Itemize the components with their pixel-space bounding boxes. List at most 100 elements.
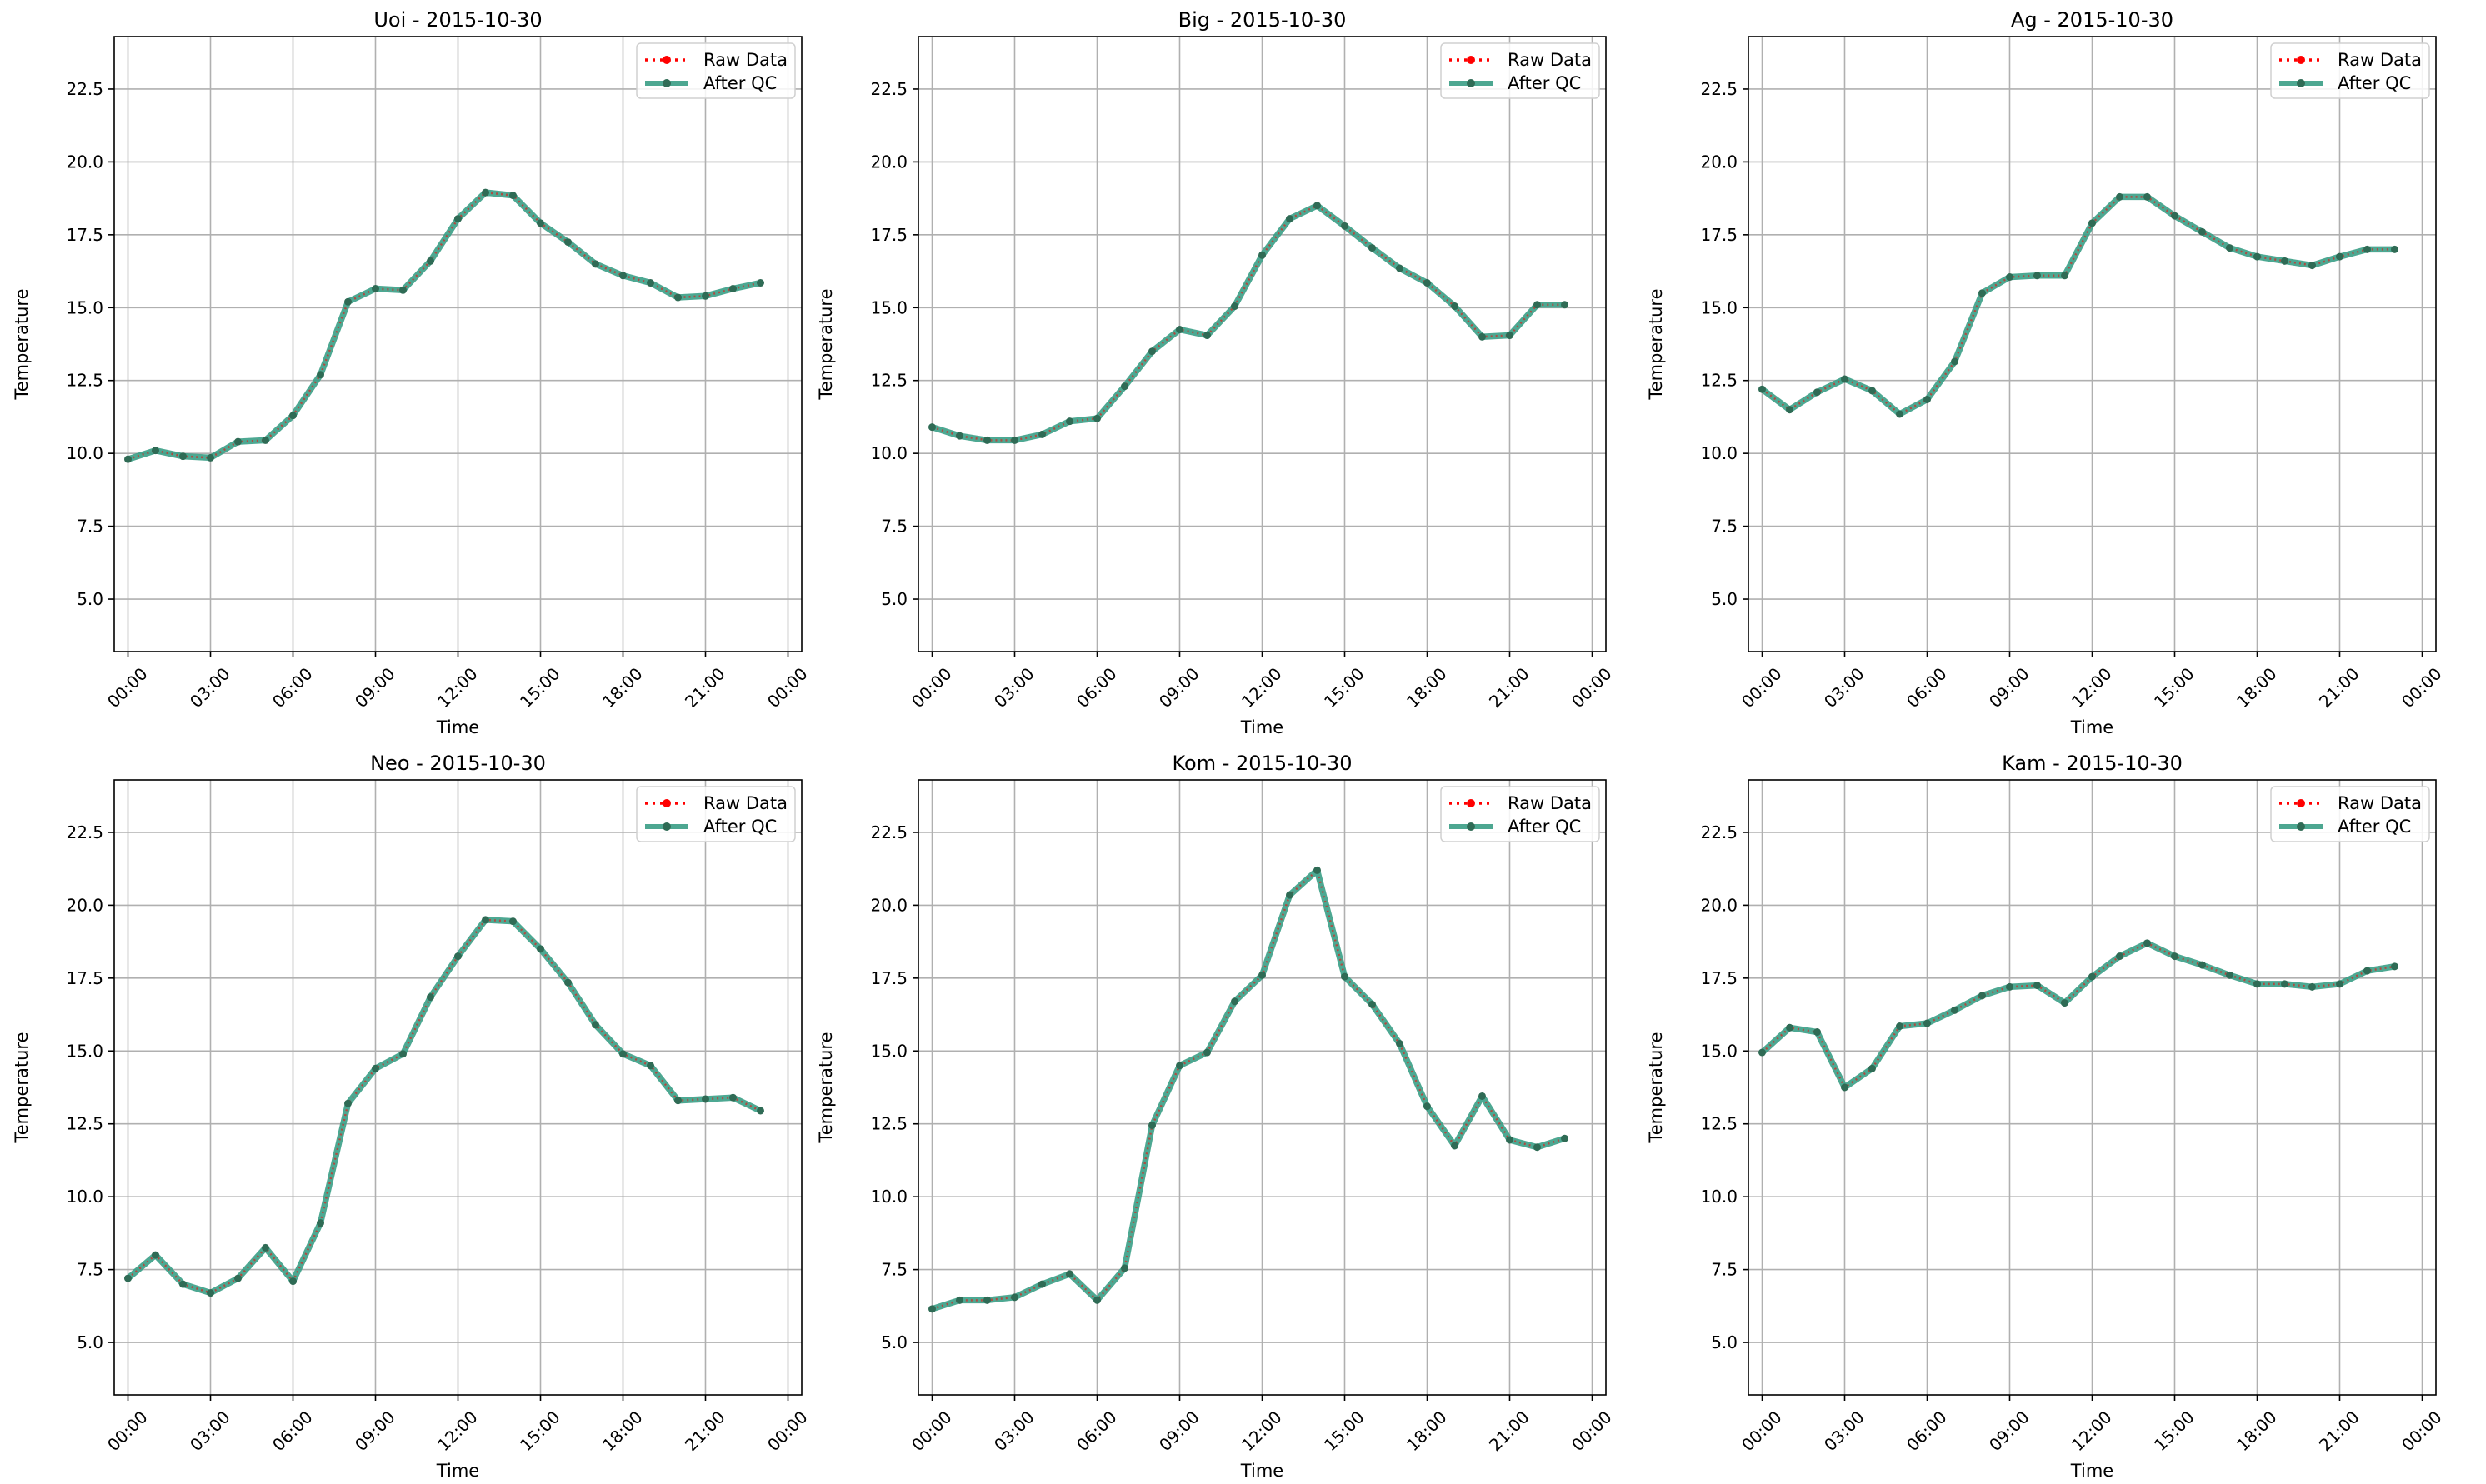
x-tick-label: 12:00 xyxy=(433,663,482,712)
x-tick-label: 06:00 xyxy=(1903,1407,1951,1455)
after-qc-point xyxy=(427,257,434,265)
x-tick-label: 00:00 xyxy=(1568,663,1616,712)
after-qc-point xyxy=(207,1289,214,1297)
after-qc-point xyxy=(956,1296,963,1304)
y-tick-label: 15.0 xyxy=(66,1041,103,1061)
after-qc-point xyxy=(2253,252,2261,261)
x-tick-label: 15:00 xyxy=(516,1407,564,1455)
after-qc-point xyxy=(317,371,324,379)
after-qc-point xyxy=(289,1277,297,1286)
x-tick-label: 06:00 xyxy=(1903,663,1951,712)
after-qc-point xyxy=(647,279,654,287)
x-tick-label: 06:00 xyxy=(1073,1407,1121,1455)
after-qc-point xyxy=(928,423,936,432)
after-qc-point xyxy=(179,452,187,461)
x-tick-label: 00:00 xyxy=(2398,1407,2446,1455)
x-tick-label: 09:00 xyxy=(1155,1407,1203,1455)
after-qc-point xyxy=(1978,992,1986,1000)
y-tick-label: 17.5 xyxy=(66,968,103,988)
after-qc-point xyxy=(1561,301,1568,309)
x-axis-label: Time xyxy=(2070,1461,2113,1481)
y-tick-label: 22.5 xyxy=(1700,79,1738,99)
y-tick-label: 20.0 xyxy=(1700,895,1738,915)
legend-raw-marker xyxy=(2297,799,2305,807)
legend-raw-label: Raw Data xyxy=(2338,793,2422,813)
x-tick-label: 21:00 xyxy=(681,663,729,712)
y-tick-label: 12.5 xyxy=(66,1114,103,1134)
legend: Raw Data After QC xyxy=(2270,42,2430,99)
subplot-3: 00:00 03:00 06:00 09:00 12:00 15:00 18:00 21:00… xyxy=(1646,8,2446,737)
x-tick-label: 00:00 xyxy=(2398,663,2446,712)
x-tick-label: 00:00 xyxy=(1568,1407,1616,1455)
x-tick-label: 09:00 xyxy=(351,663,399,712)
series-raw-line xyxy=(932,868,1565,1311)
after-qc-point xyxy=(2061,999,2068,1007)
after-qc-point xyxy=(2116,192,2123,201)
x-tick-label: 12:00 xyxy=(2068,1407,2116,1455)
y-tick-label: 15.0 xyxy=(870,1041,908,1061)
after-qc-point xyxy=(1423,279,1431,287)
x-tick-label: 15:00 xyxy=(2150,663,2198,712)
after-qc-point xyxy=(1368,244,1376,252)
x-tick-label: 18:00 xyxy=(598,663,647,712)
after-qc-point xyxy=(2226,244,2233,252)
after-qc-point xyxy=(1313,202,1321,210)
after-qc-point xyxy=(1093,414,1101,422)
legend-qc-label: After QC xyxy=(2338,817,2411,837)
after-qc-point xyxy=(1341,972,1348,981)
after-qc-point xyxy=(2006,273,2013,282)
legend-qc-marker xyxy=(1467,79,1475,87)
after-qc-point xyxy=(399,286,407,294)
x-tick-label: 09:00 xyxy=(1155,663,1203,712)
after-qc-point xyxy=(1121,382,1128,391)
after-qc-point xyxy=(619,1050,627,1058)
after-qc-point xyxy=(928,1305,936,1313)
legend-qc-label: After QC xyxy=(703,817,777,837)
after-qc-point xyxy=(702,292,709,300)
legend: Raw Data After QC xyxy=(2270,786,2430,842)
after-qc-point xyxy=(1286,891,1293,899)
after-qc-point xyxy=(647,1062,654,1070)
after-qc-point xyxy=(2253,980,2261,988)
after-qc-point xyxy=(1038,1280,1046,1288)
after-qc-point xyxy=(1066,1270,1073,1278)
legend-qc-marker xyxy=(663,822,671,831)
after-qc-point xyxy=(454,952,462,961)
after-qc-point xyxy=(289,412,297,420)
x-tick-label: 00:00 xyxy=(763,1407,812,1455)
after-qc-point xyxy=(1176,1062,1183,1070)
y-tick-label: 7.5 xyxy=(881,1260,908,1280)
after-qc-point xyxy=(2198,961,2206,969)
after-qc-point xyxy=(1923,1019,1931,1027)
after-qc-point xyxy=(1868,1064,1876,1072)
after-qc-point xyxy=(1868,387,1876,395)
x-tick-label: 06:00 xyxy=(268,663,317,712)
after-qc-point xyxy=(1978,289,1986,297)
after-qc-point xyxy=(1896,410,1903,418)
subplot-1: 00:00 03:00 06:00 09:00 12:00 15:00 18:00 21:00… xyxy=(12,8,812,737)
after-qc-point xyxy=(152,1251,159,1259)
x-tick-label: 21:00 xyxy=(2315,663,2363,712)
y-tick-label: 15.0 xyxy=(1700,1041,1738,1061)
after-qc-point xyxy=(1478,1092,1486,1100)
after-qc-point xyxy=(1341,222,1348,230)
after-qc-point xyxy=(482,916,489,924)
y-tick-label: 12.5 xyxy=(66,371,103,391)
y-tick-label: 15.0 xyxy=(66,297,103,317)
y-tick-label: 15.0 xyxy=(1700,297,1738,317)
after-qc-point xyxy=(1786,1023,1793,1032)
x-tick-label: 12:00 xyxy=(1238,663,1286,712)
legend-qc-marker xyxy=(1467,822,1475,831)
x-tick-label: 15:00 xyxy=(1320,663,1368,712)
after-qc-point xyxy=(399,1050,407,1058)
y-tick-label: 22.5 xyxy=(66,822,103,842)
y-tick-label: 15.0 xyxy=(870,297,908,317)
after-qc-point xyxy=(454,215,462,223)
after-qc-point xyxy=(1121,1264,1128,1272)
after-qc-point xyxy=(1561,1134,1568,1142)
after-qc-point xyxy=(1396,1040,1403,1048)
after-qc-point xyxy=(983,1296,991,1304)
y-tick-label: 20.0 xyxy=(1700,152,1738,172)
after-qc-point xyxy=(729,285,737,293)
y-tick-label: 12.5 xyxy=(1700,1114,1738,1134)
